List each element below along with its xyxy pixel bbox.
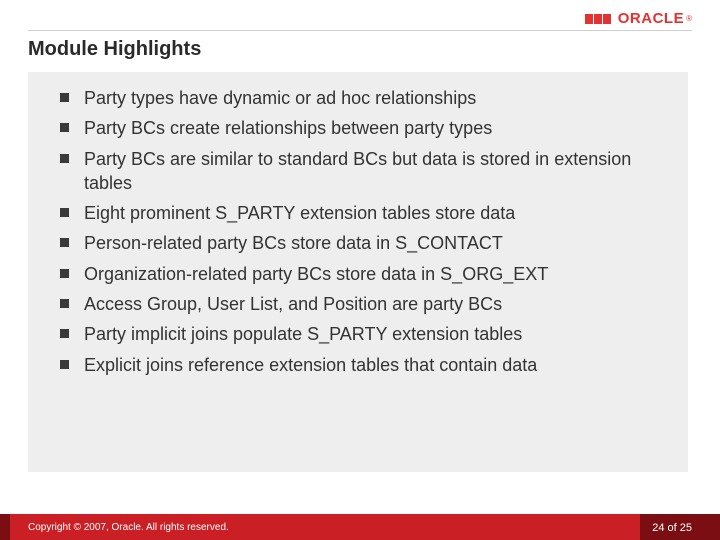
bullet-list: Party types have dynamic or ad hoc relat… xyxy=(84,86,670,377)
slide: ORACLE® Module Highlights Party types ha… xyxy=(0,0,720,540)
page-sep: of xyxy=(664,522,679,534)
list-item: Access Group, User List, and Position ar… xyxy=(84,292,670,316)
list-item: Person-related party BCs store data in S… xyxy=(84,231,670,255)
list-item: Eight prominent S_PARTY extension tables… xyxy=(84,201,670,225)
logo-text: ORACLE xyxy=(618,10,684,27)
content-panel: Party types have dynamic or ad hoc relat… xyxy=(28,72,688,472)
footer-bar: Copyright © 2007, Oracle. All rights res… xyxy=(0,514,720,540)
list-item: Explicit joins reference extension table… xyxy=(84,353,670,377)
page-current: 24 xyxy=(652,522,664,534)
page-title: Module Highlights xyxy=(28,38,201,61)
footer-accent-left xyxy=(0,514,10,540)
list-item: Party BCs create relationships between p… xyxy=(84,116,670,140)
logo-block-icon xyxy=(594,14,602,24)
logo-block-icon xyxy=(603,14,611,24)
list-item: Party BCs are similar to standard BCs bu… xyxy=(84,147,670,196)
oracle-logo: ORACLE® xyxy=(585,10,692,27)
list-item: Party implicit joins populate S_PARTY ex… xyxy=(84,322,670,346)
registered-icon: ® xyxy=(686,14,692,23)
copyright-text: Copyright © 2007, Oracle. All rights res… xyxy=(28,522,229,533)
logo-block-icon xyxy=(585,14,593,24)
page-total: 25 xyxy=(680,522,692,534)
list-item: Organization-related party BCs store dat… xyxy=(84,262,670,286)
page-indicator: 24 of 25 xyxy=(652,522,692,534)
list-item: Party types have dynamic or ad hoc relat… xyxy=(84,86,670,110)
header-divider xyxy=(28,30,692,31)
